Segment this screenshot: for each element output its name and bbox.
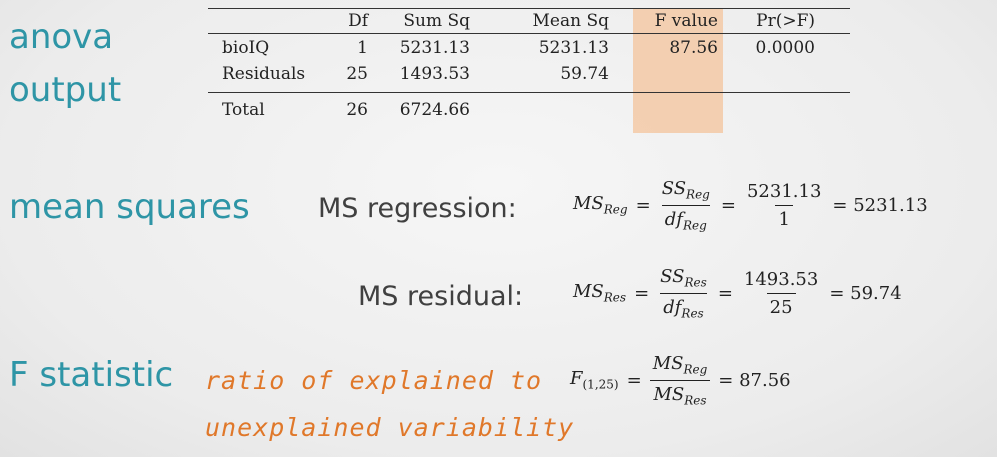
formula-symbolic-fraction: MSReg MSRes: [650, 353, 711, 407]
formula-numeric-fraction: 1493.53 25: [743, 268, 819, 318]
f-statistic-heading: F statistic: [9, 355, 174, 395]
table-total-rule: [208, 92, 850, 93]
ms-regression-formula: MSReg = SSReg dfReg = 5231.13 1 = 5231.1…: [573, 178, 928, 233]
table-cell-df: 26: [346, 100, 368, 120]
table-cell-mean-sq: 5231.13: [538, 38, 609, 58]
table-cell-f-value: 87.56: [669, 38, 718, 58]
formula-symbolic-fraction: SSReg dfReg: [661, 178, 710, 233]
ms-residual-label: MS residual:: [358, 281, 524, 312]
table-cell-df: 1: [357, 38, 368, 58]
formula-result: = 5231.13: [832, 194, 928, 216]
f-value-highlight: [633, 8, 723, 133]
formula-lhs: F(1,25): [570, 368, 619, 392]
table-cell-p-value: 0.0000: [755, 38, 815, 58]
table-cell-mean-sq: 59.74: [560, 64, 609, 84]
table-cell-sum-sq: 6724.66: [399, 100, 470, 120]
handwritten-note-line2: unexplained variability: [205, 413, 575, 442]
f-statistic-formula: F(1,25) = MSReg MSRes = 87.56: [570, 353, 791, 408]
table-cell-sum-sq: 5231.13: [399, 38, 470, 58]
formula-symbolic-fraction: SSRes dfRes: [660, 266, 707, 321]
table-cell-df: 25: [346, 64, 368, 84]
formula-lhs: MSReg: [573, 193, 628, 217]
column-header-f-value: F value: [654, 11, 718, 31]
formula-numeric-fraction: 5231.13 1: [746, 180, 822, 230]
column-header-p-value: Pr(>F): [756, 11, 815, 31]
anova-heading-line1: anova: [9, 17, 114, 57]
table-cell-sum-sq: 1493.53: [399, 64, 470, 84]
ms-regression-label: MS regression:: [318, 193, 517, 224]
anova-heading-line2: output: [9, 70, 122, 110]
column-header-df: Df: [348, 11, 368, 31]
table-top-rule: [208, 8, 850, 9]
table-cell-source: Total: [222, 100, 265, 120]
column-header-mean-sq: Mean Sq: [532, 11, 609, 31]
table-cell-source: bioIQ: [222, 38, 270, 58]
formula-lhs: MSRes: [573, 281, 627, 305]
ms-residual-formula: MSRes = SSRes dfRes = 1493.53 25 = 59.74: [573, 266, 902, 321]
column-header-sum-sq: Sum Sq: [403, 11, 470, 31]
handwritten-note-line1: ratio of explained to: [205, 366, 543, 395]
mean-squares-heading: mean squares: [9, 187, 250, 227]
table-header-rule: [208, 33, 850, 34]
formula-result: = 59.74: [829, 282, 902, 304]
formula-result: = 87.56: [718, 369, 791, 391]
table-cell-source: Residuals: [222, 64, 306, 84]
